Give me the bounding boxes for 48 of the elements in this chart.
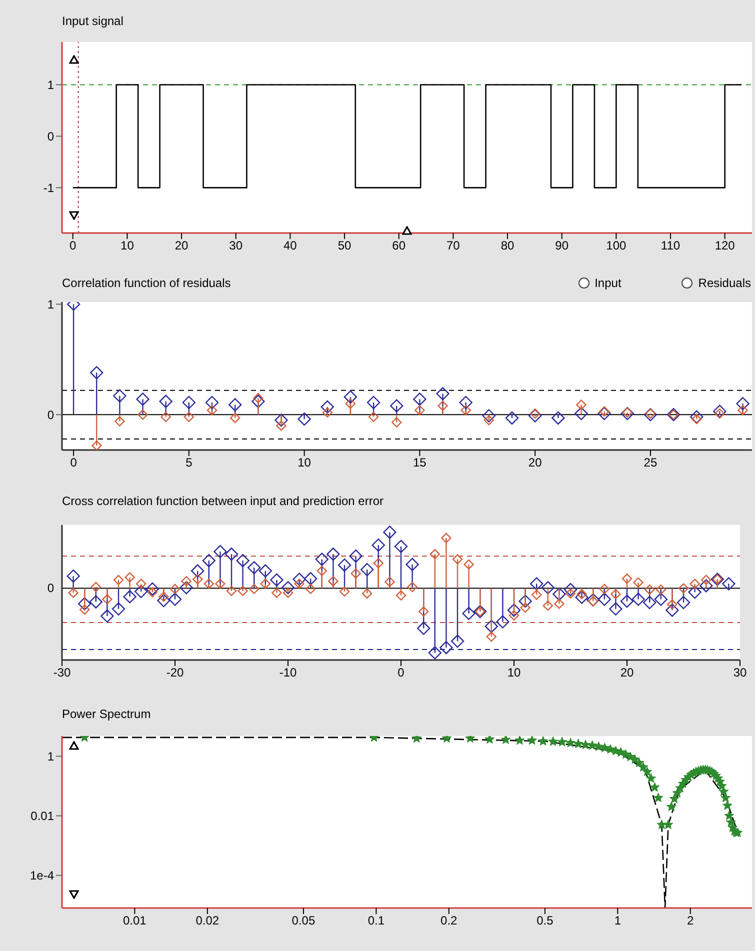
- x-tick-label: 70: [446, 238, 460, 253]
- x-tick-label: 0.02: [196, 914, 220, 928]
- y-tick-label: 0: [47, 129, 54, 144]
- x-tick-label: 0.01: [123, 914, 147, 928]
- chart-title: Cross correlation function between input and prediction error: [62, 494, 384, 508]
- x-tick-label: 40: [284, 238, 298, 253]
- text: Input: [594, 276, 622, 290]
- y-tick-label: 1: [47, 750, 54, 764]
- x-tick-label: -30: [53, 666, 71, 680]
- x-tick-label: 30: [733, 666, 747, 680]
- x-tick-label: 90: [555, 238, 569, 253]
- x-tick-label: 0.5: [536, 914, 554, 928]
- x-tick-label: 10: [298, 456, 312, 470]
- x-tick-label: 30: [229, 238, 243, 253]
- x-tick-label: 10: [120, 238, 134, 253]
- x-tick-label: 60: [392, 238, 406, 253]
- x-tick-label: 120: [714, 238, 736, 253]
- x-tick-label: 100: [606, 238, 627, 253]
- x-tick-label: 2: [687, 914, 694, 928]
- x-tick-label: 110: [660, 238, 680, 253]
- x-tick-label: 5: [186, 456, 193, 470]
- text: Residuals: [698, 276, 751, 290]
- x-tick-label: 25: [644, 456, 658, 470]
- x-tick-label: 1: [614, 914, 622, 928]
- x-tick-label: 80: [500, 238, 515, 253]
- x-tick-label: -20: [166, 666, 184, 680]
- y-tick-label: 0: [47, 408, 54, 422]
- x-tick-label: 20: [174, 238, 189, 253]
- x-tick-label: 20: [620, 666, 634, 680]
- x-tick-label: 0.2: [440, 914, 458, 928]
- x-tick-label: 0: [70, 456, 78, 470]
- chart-title: Input signal: [62, 14, 124, 28]
- chart-title: Power Spectrum: [62, 707, 151, 721]
- x-tick-label: -10: [279, 666, 297, 680]
- x-tick-label: 50: [338, 238, 352, 253]
- chart-title: Correlation function of residuals: [62, 276, 231, 290]
- x-tick-label: 15: [413, 456, 427, 470]
- y-tick-label: 1: [47, 297, 54, 312]
- x-tick-label: 0: [398, 666, 405, 680]
- x-tick-label: 0: [70, 238, 77, 253]
- y-tick-label: 1: [47, 78, 54, 92]
- y-tick-label: 1e-4: [30, 868, 54, 883]
- y-tick-label: 0.01: [30, 809, 54, 824]
- x-tick-label: 0.1: [368, 914, 385, 928]
- x-tick-label: 10: [507, 666, 521, 680]
- x-tick-label: 20: [528, 456, 542, 470]
- y-tick-label: -1: [43, 180, 54, 195]
- x-tick-label: 0.05: [292, 914, 316, 928]
